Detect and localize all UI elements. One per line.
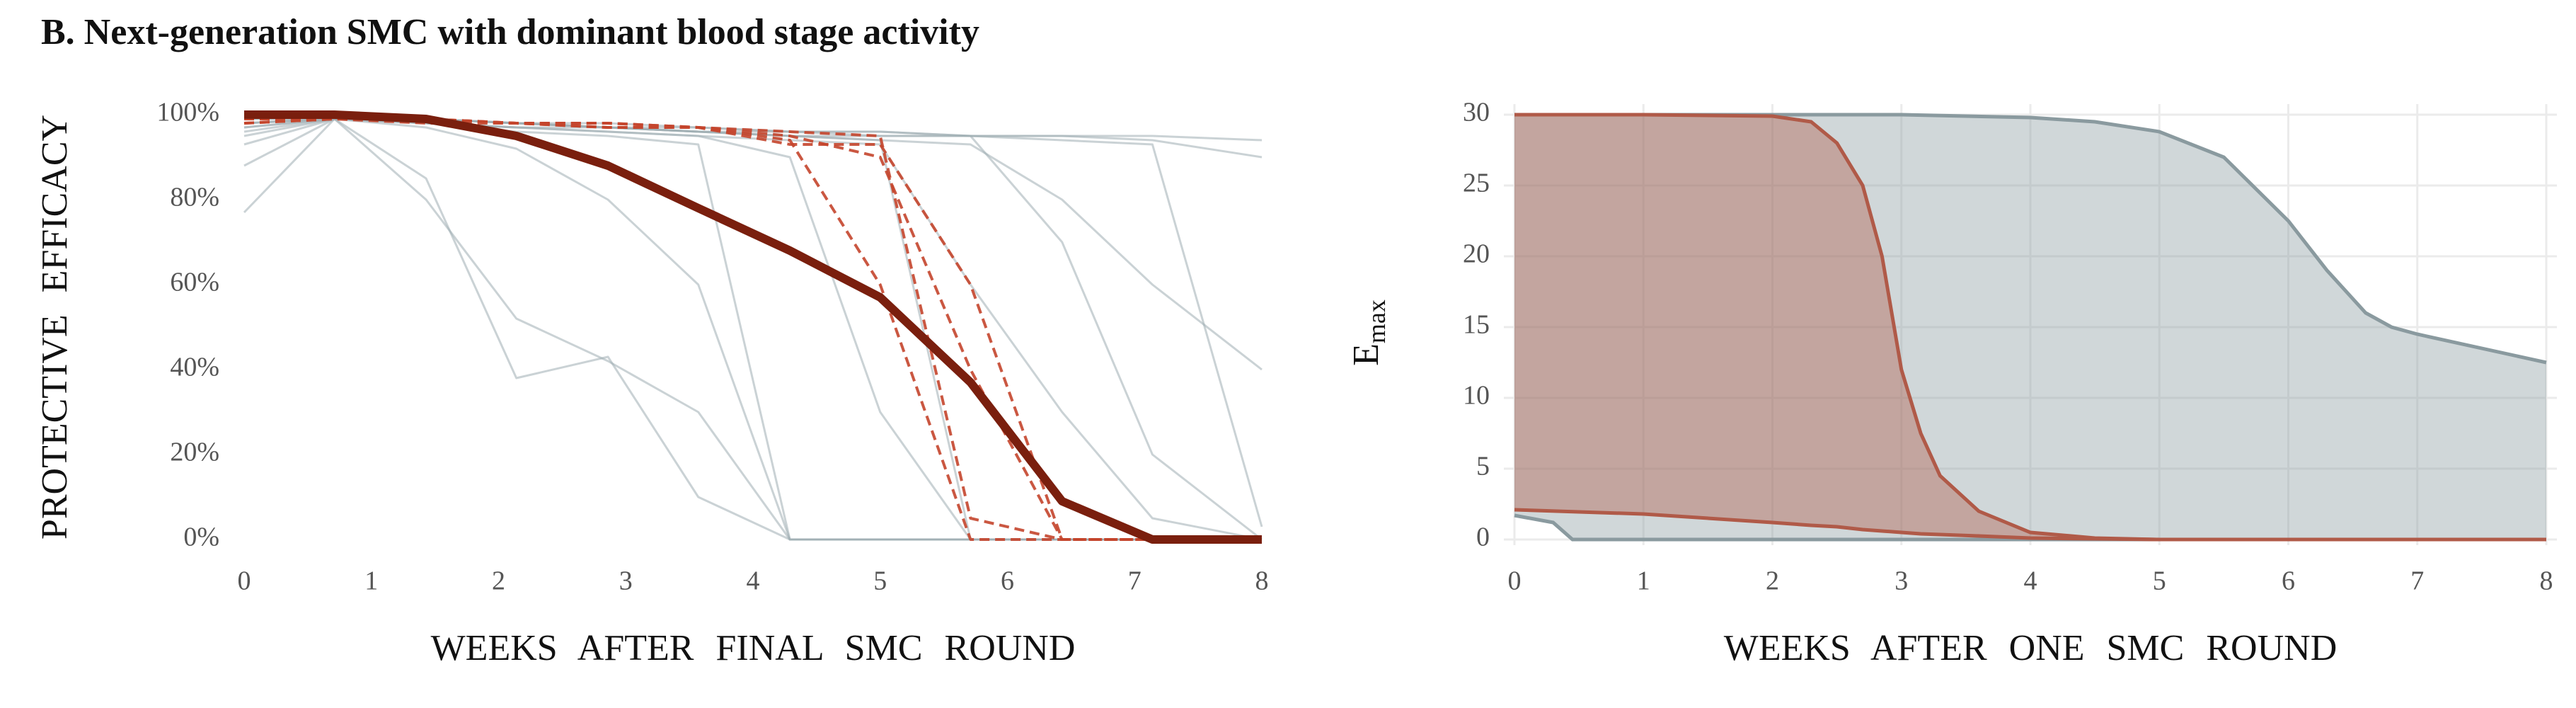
figure-title: B. Next-generation SMC with dominant blo… — [41, 12, 979, 52]
x-tick-label: 3 — [1894, 566, 1908, 596]
series-line — [243, 118, 1263, 541]
series-line — [243, 118, 1262, 541]
band-area — [1514, 115, 2546, 539]
series-line — [243, 118, 1262, 541]
x-tick-label: 7 — [2410, 566, 2424, 596]
x-tick-label: 2 — [492, 566, 505, 596]
y-axis-label: Emax — [1346, 299, 1391, 366]
x-tick-label: 3 — [619, 566, 633, 596]
y-tick-label: 40% — [170, 353, 219, 382]
series-line — [243, 118, 1262, 541]
x-tick-label: 5 — [2153, 566, 2166, 596]
series-line — [244, 118, 1263, 527]
series-line — [243, 118, 1263, 541]
x-tick-label: 4 — [2024, 566, 2037, 596]
series-line — [244, 118, 1262, 541]
x-tick-label: 2 — [1766, 566, 1779, 596]
y-tick-label: 20 — [1463, 239, 1490, 269]
x-tick-label: 0 — [238, 566, 251, 596]
x-tick-label: 8 — [2540, 566, 2553, 596]
y-tick-label: 60% — [170, 268, 219, 297]
x-tick-label: 7 — [1128, 566, 1142, 596]
y-tick-label: 25 — [1463, 169, 1490, 198]
y-tick-label: 30 — [1463, 98, 1490, 127]
y-axis-label: PROTECTIVE EFFICACY — [35, 115, 75, 539]
y-tick-label: 5 — [1476, 452, 1490, 481]
x-tick-label: 6 — [1001, 566, 1014, 596]
band-lower — [1514, 508, 2546, 542]
x-tick-label: 8 — [1255, 566, 1269, 596]
y-axis-label-sub: max — [1362, 299, 1391, 343]
x-tick-label: 1 — [364, 566, 378, 596]
x-tick-label: 0 — [1508, 566, 1522, 596]
y-tick-label: 80% — [170, 183, 219, 212]
y-axis-label-main: E — [1346, 343, 1386, 366]
series-line — [243, 118, 1262, 541]
band-upper — [1514, 113, 2546, 542]
y-tick-label: 10 — [1463, 381, 1490, 411]
x-axis-label: WEEKS AFTER ONE SMC ROUND — [1724, 628, 2338, 668]
series-line — [243, 118, 1262, 541]
y-tick-label: 100% — [156, 98, 219, 127]
x-tick-label: 1 — [1637, 566, 1650, 596]
x-axis-label: WEEKS AFTER FINAL SMC ROUND — [431, 628, 1076, 668]
series-line — [243, 118, 1263, 371]
x-tick-label: 6 — [2282, 566, 2295, 596]
y-tick-label: 0 — [1476, 523, 1490, 552]
series-line — [244, 110, 1262, 544]
x-tick-label: 4 — [747, 566, 760, 596]
y-tick-label: 0% — [183, 523, 219, 552]
series-line — [243, 118, 1262, 541]
x-tick-label: 5 — [873, 566, 887, 596]
series-line — [243, 118, 1262, 541]
y-tick-label: 15 — [1463, 310, 1490, 340]
series-line — [244, 118, 1262, 541]
y-tick-label: 20% — [170, 438, 219, 467]
series-line — [243, 118, 1262, 541]
